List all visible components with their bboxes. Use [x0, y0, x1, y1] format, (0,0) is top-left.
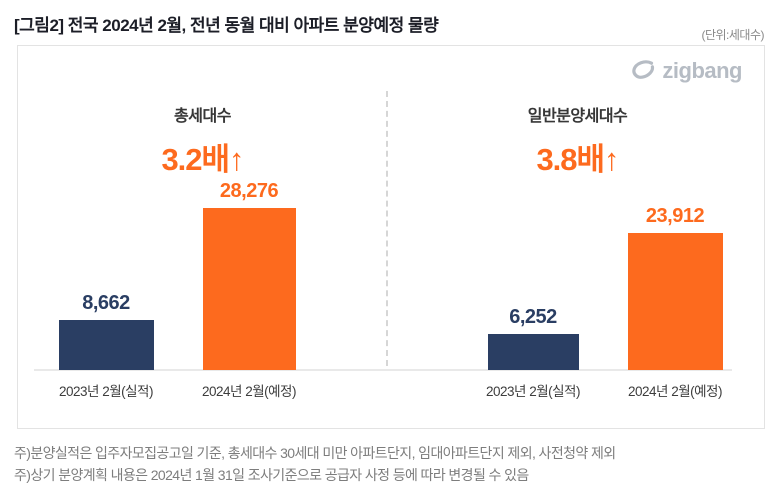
- bar-value-2023-general: 6,252: [509, 306, 557, 328]
- page-title: [그림2] 전국 2024년 2월, 전년 동월 대비 아파트 분양예정 물량: [14, 16, 439, 35]
- group-title-general: 일반분양세대수: [527, 108, 628, 125]
- bar-value-2024-total: 28,276: [219, 180, 279, 202]
- x-label-2023-total: 2023년 2월(실적): [59, 384, 153, 399]
- footnote-line-2: 주)상기 분양계획 내용은 2024년 1월 31일 조사기준으로 공급자 사정…: [14, 467, 529, 483]
- x-axis-line: [34, 369, 732, 371]
- bar-value-2023-total: 8,662: [82, 292, 130, 314]
- multiplier-general: 3.8배↑: [536, 142, 619, 177]
- unit-label: (단위:세대수): [701, 28, 764, 42]
- group-title-total: 총세대수: [174, 108, 231, 125]
- bar-2023-general: [488, 334, 579, 370]
- zigbang-logo-text: zigbang: [662, 58, 742, 83]
- bar-2024-total: [203, 208, 296, 370]
- chart-panel: zigbang 총세대수 3.2배↑ 8,662 2023년 2월(실적) 28…: [17, 45, 765, 429]
- bar-value-2024-general: 23,912: [645, 205, 705, 227]
- footnote-line-1: 주)분양실적은 입주자모집공고일 기준, 총세대수 30세대 미만 아파트단지,…: [14, 445, 616, 461]
- multiplier-total: 3.2배↑: [161, 142, 244, 177]
- zigbang-icon: [632, 59, 655, 79]
- x-label-2023-general: 2023년 2월(실적): [486, 384, 580, 399]
- footnotes: 주)분양실적은 입주자모집공고일 기준, 총세대수 30세대 미만 아파트단지,…: [14, 442, 616, 486]
- x-label-2024-general: 2024년 2월(예정): [628, 384, 722, 399]
- x-label-2024-total: 2024년 2월(예정): [202, 384, 296, 399]
- bar-2023-total: [59, 320, 154, 370]
- bar-2024-general: [628, 233, 723, 370]
- group-divider: [386, 91, 388, 366]
- zigbang-logo: zigbang: [630, 58, 742, 84]
